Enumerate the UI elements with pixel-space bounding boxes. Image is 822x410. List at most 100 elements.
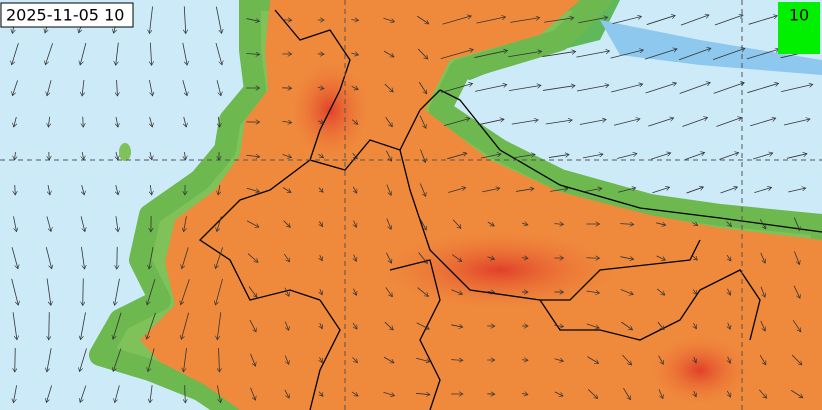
wind-arrow (182, 80, 187, 96)
wind-arrow (352, 357, 357, 362)
wind-arrow (759, 389, 766, 398)
wind-arrow (511, 120, 538, 125)
wind-arrow (47, 348, 52, 372)
wind-arrow (487, 221, 494, 227)
wind-arrow (215, 6, 221, 34)
wind-arrow (656, 223, 666, 225)
wind-arrow (417, 48, 428, 59)
wind-arrow (115, 385, 120, 402)
wind-arrow (149, 80, 152, 96)
wind-arrow (46, 385, 52, 403)
wind-arrow (80, 216, 85, 231)
wind-arrow (246, 155, 259, 157)
wind-arrow (283, 220, 291, 228)
wind-arrow (284, 389, 289, 398)
wind-arrow (420, 149, 425, 162)
wind-arrow (759, 354, 767, 365)
wind-arrow (385, 117, 393, 126)
wind-arrow (790, 389, 803, 399)
wind-arrow (579, 120, 606, 125)
hotspot (650, 335, 750, 405)
wind-arrow (652, 187, 669, 194)
wind-arrow (354, 254, 357, 262)
wind-arrow (351, 86, 359, 89)
wind-arrow (444, 118, 470, 127)
wind-arrow (386, 218, 391, 230)
wind-arrow (353, 288, 356, 296)
wind-arrow (586, 291, 599, 293)
wind-arrow (587, 389, 597, 398)
wind-arrow (475, 85, 507, 92)
wind-arrow (82, 79, 84, 96)
wind-arrow (150, 184, 151, 195)
wind-arrow (791, 354, 802, 365)
wind-arrow (181, 312, 190, 340)
wind-arrow (747, 83, 778, 94)
wind-arrow (645, 83, 677, 94)
wind-arrow (80, 312, 86, 339)
wind-arrow (783, 119, 810, 126)
wind-arrow (46, 216, 51, 231)
wind-arrow (416, 15, 429, 24)
wind-arrow (352, 322, 358, 329)
wind-arrow (317, 87, 324, 88)
wind-arrow (147, 312, 156, 339)
wind-arrow (383, 50, 394, 57)
wind-arrow (185, 385, 186, 403)
wind-arrow (384, 83, 393, 92)
wind-arrow (440, 49, 474, 60)
wind-arrow (419, 183, 425, 197)
wind-arrow (545, 120, 572, 125)
border (274, 9, 441, 171)
wind-arrow (613, 119, 640, 126)
timestamp-box (0, 2, 134, 28)
wind-arrow (150, 42, 151, 66)
wind-arrow (656, 288, 665, 295)
wind-arrow (760, 252, 765, 263)
wind-arrow (320, 323, 322, 329)
wind-arrow (554, 359, 564, 361)
wind-arrow (582, 154, 603, 159)
wind-arrow (510, 18, 539, 23)
wind-arrow (728, 322, 731, 330)
wind-arrow (685, 153, 704, 160)
wind-arrow (646, 15, 675, 25)
wind-arrow (452, 219, 461, 229)
wind-arrow (246, 18, 259, 22)
wind-arrow (12, 43, 19, 65)
wind-arrow (694, 390, 696, 397)
wind-arrow (682, 117, 707, 127)
island (119, 143, 131, 161)
wind-arrow (79, 348, 87, 371)
wind-arrow (694, 356, 696, 363)
wind-arrow (516, 189, 534, 192)
wind-arrow (748, 16, 778, 25)
wind-arrow (644, 49, 677, 60)
wind-arrow (319, 357, 322, 362)
wind-arrow (726, 221, 732, 226)
wind-arrow (113, 348, 122, 372)
wind-arrow (550, 189, 568, 192)
wind-arrow (476, 17, 505, 24)
wind-arrow (521, 258, 528, 259)
wind-arrow (480, 154, 501, 159)
wind-arrow (351, 20, 358, 21)
wind-arrow (714, 15, 743, 26)
wind-arrow (622, 354, 631, 365)
wind-arrow (680, 15, 709, 26)
badge: 10 (789, 6, 809, 25)
wind-arrow (250, 353, 255, 366)
wind-arrow (610, 50, 644, 59)
wind-arrow (544, 18, 573, 23)
wind-arrow (47, 80, 52, 96)
wind-arrow (115, 278, 120, 306)
border (539, 269, 761, 341)
wind-arrow (419, 217, 427, 230)
wind-arrow (487, 257, 494, 259)
wind-arrow (719, 153, 738, 160)
wind-arrow (586, 323, 599, 328)
wind-arrow (282, 187, 291, 193)
wind-arrow (246, 220, 259, 227)
wind-arrow (150, 385, 152, 403)
wind-arrow (181, 279, 190, 305)
